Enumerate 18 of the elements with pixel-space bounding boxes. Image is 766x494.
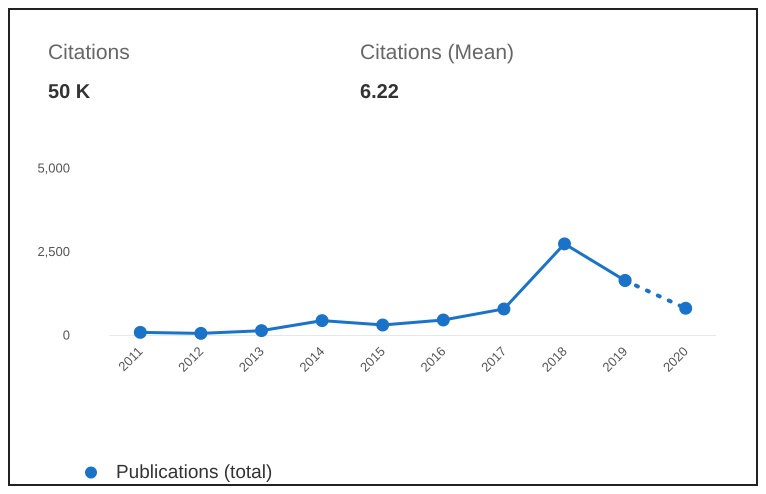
text: 50 K: [48, 81, 91, 103]
point: [436, 313, 450, 326]
text: 6.22: [360, 81, 399, 103]
y-tick-label: 0: [62, 328, 70, 342]
y-tick-label: 5,000: [37, 160, 70, 176]
text: Citations: [48, 41, 130, 64]
point: [316, 314, 329, 328]
point: [558, 237, 571, 250]
point: [497, 302, 510, 316]
point: [679, 302, 692, 315]
legend-label: Publications (total): [116, 462, 272, 483]
point: [376, 318, 390, 332]
y-tick-label: 2,500: [37, 244, 70, 259]
point: [194, 326, 208, 340]
point: [618, 274, 632, 288]
point: [255, 324, 268, 338]
point: [134, 326, 147, 339]
text: Citations (Mean): [360, 41, 514, 64]
